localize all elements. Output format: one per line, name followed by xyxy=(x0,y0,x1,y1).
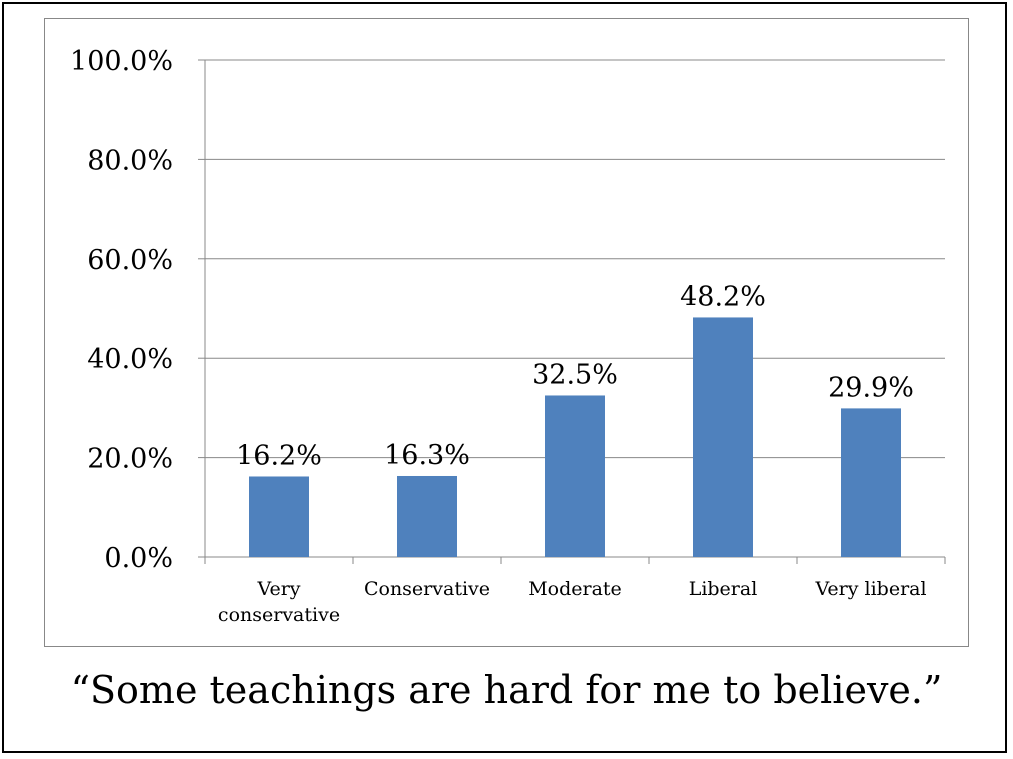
data-label: 16.3% xyxy=(384,440,470,471)
data-label: 16.2% xyxy=(236,440,322,471)
y-tick-label: 60.0% xyxy=(87,245,173,276)
chart-frame xyxy=(44,18,969,647)
labels: 0.0% 20.0% 40.0% 60.0% 80.0% 100.0% 16.2% Very c… xyxy=(70,46,927,626)
y-tick-label: 20.0% xyxy=(87,444,173,475)
x-tick-label: Conservative xyxy=(364,578,490,600)
bar xyxy=(545,395,605,557)
bars xyxy=(249,317,901,557)
bar xyxy=(841,408,901,557)
x-tick-label: conservative xyxy=(218,604,340,626)
x-tick-label: Very xyxy=(256,578,300,600)
bar xyxy=(397,475,457,557)
data-label: 29.9% xyxy=(828,372,914,403)
x-tick-label: Liberal xyxy=(689,578,758,600)
y-tick-label: 40.0% xyxy=(87,344,173,375)
bar xyxy=(249,476,309,557)
bar xyxy=(693,317,753,557)
y-tick-label: 0.0% xyxy=(104,543,173,574)
x-tick-label: Moderate xyxy=(528,578,622,600)
data-label: 48.2% xyxy=(680,281,766,312)
y-tick-label: 100.0% xyxy=(70,46,173,77)
slide-caption: “Some teachings are hard for me to belie… xyxy=(70,668,943,712)
data-label: 32.5% xyxy=(532,359,618,390)
x-tick-label: Very liberal xyxy=(814,578,926,600)
y-tick-label: 80.0% xyxy=(87,145,173,176)
